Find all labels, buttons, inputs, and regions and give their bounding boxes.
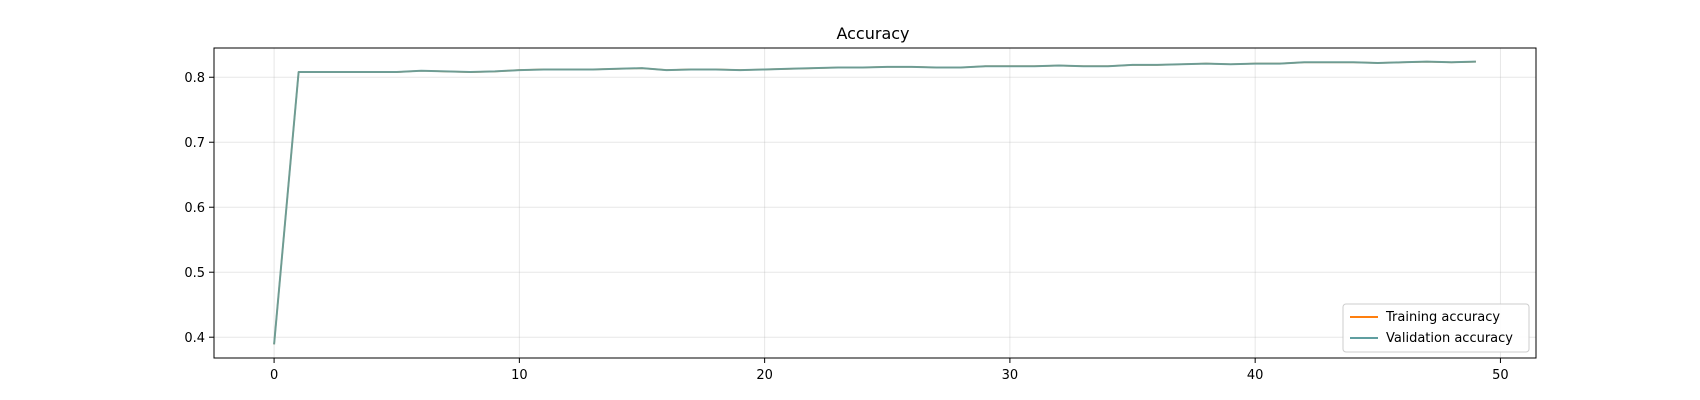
legend-label-validation: Validation accuracy <box>1386 331 1513 346</box>
legend: Training accuracy Validation accuracy <box>1342 303 1530 353</box>
data-series <box>273 60 1476 345</box>
plot-frame <box>213 47 1537 359</box>
y-tick-label: 0.4 <box>184 331 205 346</box>
legend-label-training: Training accuracy <box>1385 310 1500 325</box>
x-tick-label: 30 <box>1002 368 1019 383</box>
chart-title: Accuracy <box>836 24 909 43</box>
y-tick-label: 0.5 <box>184 266 205 281</box>
x-tick-label: 50 <box>1492 368 1509 383</box>
axes: 0 10 20 30 40 50 0.4 0.5 0.6 0.7 0.8 <box>184 71 1508 383</box>
y-tick-label: 0.6 <box>184 201 205 216</box>
grid-lines <box>214 48 1536 358</box>
legend-box <box>1342 303 1530 353</box>
x-tick-label: 10 <box>511 368 528 383</box>
x-tick-label: 0 <box>270 368 278 383</box>
validation-accuracy-line <box>273 60 1476 345</box>
y-tick-label: 0.8 <box>184 71 205 86</box>
x-tick-label: 20 <box>756 368 773 383</box>
y-tick-label: 0.7 <box>184 136 205 151</box>
x-tick-label: 40 <box>1247 368 1264 383</box>
